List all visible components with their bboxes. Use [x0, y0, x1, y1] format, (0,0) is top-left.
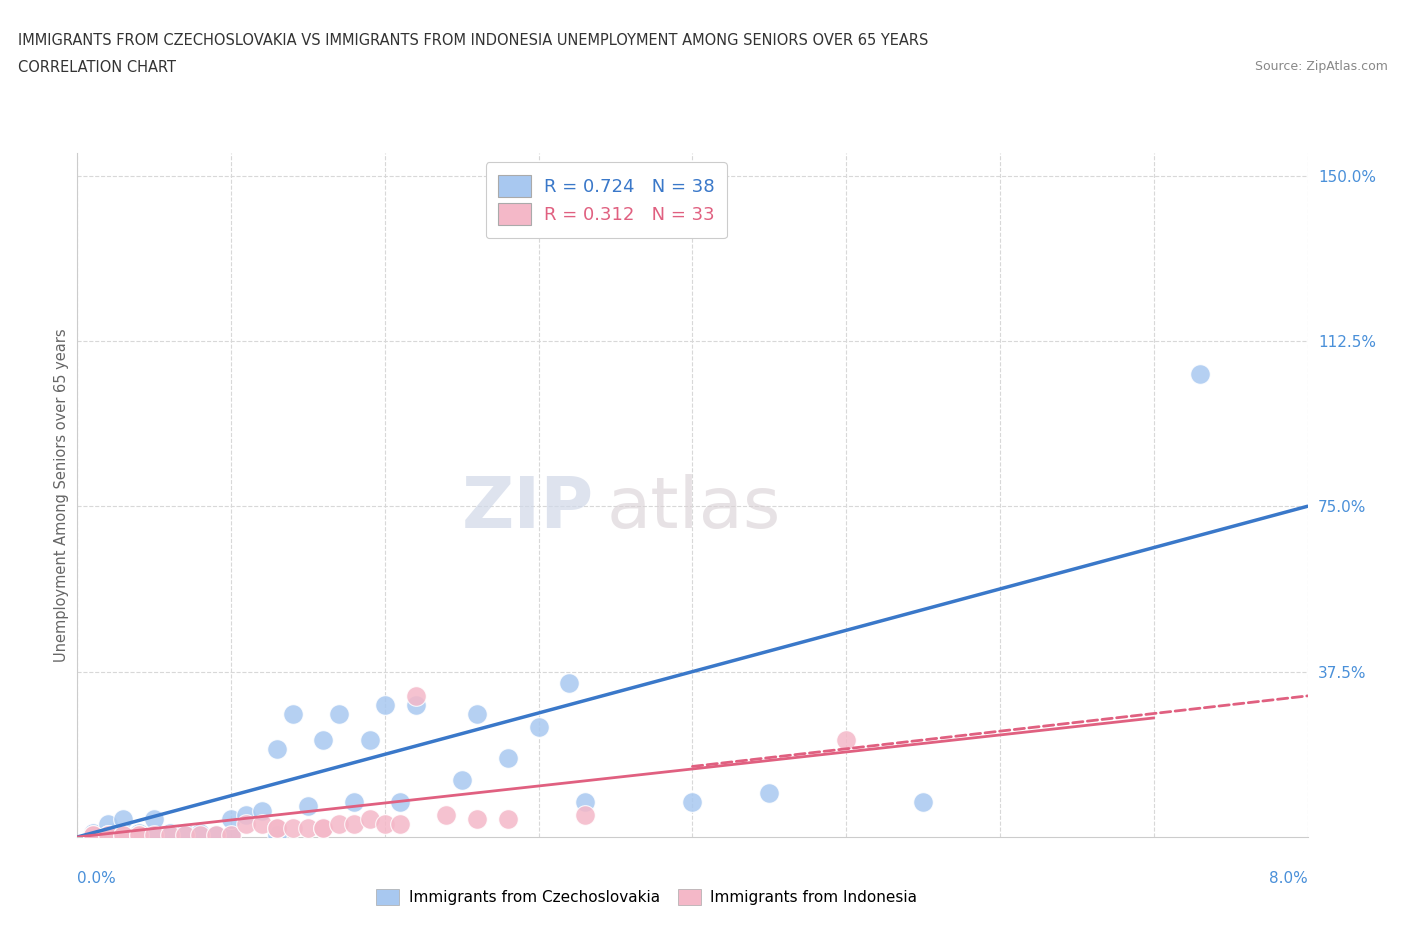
Point	[128, 828, 150, 843]
Point	[250, 817, 273, 831]
Point	[758, 786, 780, 801]
Point	[112, 828, 135, 843]
Point	[174, 825, 197, 840]
Point	[405, 688, 427, 703]
Text: IMMIGRANTS FROM CZECHOSLOVAKIA VS IMMIGRANTS FROM INDONESIA UNEMPLOYMENT AMONG S: IMMIGRANTS FROM CZECHOSLOVAKIA VS IMMIGR…	[18, 33, 928, 47]
Point	[312, 821, 335, 836]
Point	[374, 698, 396, 712]
Point	[159, 825, 181, 840]
Point	[143, 828, 166, 843]
Point	[82, 825, 104, 840]
Point	[343, 794, 366, 809]
Text: ZIP: ZIP	[461, 474, 595, 543]
Point	[266, 821, 288, 836]
Point	[328, 817, 350, 831]
Point	[297, 821, 319, 836]
Legend: R = 0.724   N = 38, R = 0.312   N = 33: R = 0.724 N = 38, R = 0.312 N = 33	[486, 163, 727, 238]
Point	[112, 812, 135, 827]
Point	[359, 733, 381, 748]
Point	[235, 807, 257, 822]
Point	[174, 828, 197, 843]
Text: CORRELATION CHART: CORRELATION CHART	[18, 60, 176, 75]
Point	[374, 817, 396, 831]
Text: 0.0%: 0.0%	[77, 871, 117, 886]
Point	[465, 706, 488, 721]
Point	[281, 821, 304, 836]
Point	[204, 828, 226, 843]
Point	[128, 825, 150, 840]
Point	[527, 719, 550, 734]
Point	[496, 751, 519, 765]
Point	[1188, 366, 1211, 381]
Point	[574, 794, 596, 809]
Point	[219, 812, 242, 827]
Point	[835, 733, 858, 748]
Point	[450, 772, 472, 787]
Text: atlas: atlas	[606, 474, 780, 543]
Point	[266, 821, 288, 836]
Y-axis label: Unemployment Among Seniors over 65 years: Unemployment Among Seniors over 65 years	[53, 328, 69, 662]
Point	[312, 821, 335, 836]
Point	[82, 828, 104, 843]
Point	[112, 828, 135, 843]
Point	[219, 828, 242, 843]
Text: 8.0%: 8.0%	[1268, 871, 1308, 886]
Point	[82, 828, 104, 843]
Point	[235, 817, 257, 831]
Point	[389, 794, 412, 809]
Point	[190, 828, 212, 843]
Point	[682, 794, 704, 809]
Point	[97, 817, 120, 831]
Point	[82, 828, 104, 843]
Point	[405, 698, 427, 712]
Point	[204, 828, 226, 843]
Point	[97, 828, 120, 843]
Point	[143, 812, 166, 827]
Point	[312, 733, 335, 748]
Point	[219, 828, 242, 843]
Point	[912, 794, 935, 809]
Point	[266, 741, 288, 756]
Point	[328, 706, 350, 721]
Point	[159, 828, 181, 843]
Point	[143, 828, 166, 843]
Point	[112, 828, 135, 843]
Point	[297, 799, 319, 814]
Point	[389, 817, 412, 831]
Text: Source: ZipAtlas.com: Source: ZipAtlas.com	[1254, 60, 1388, 73]
Point	[436, 807, 458, 822]
Point	[496, 812, 519, 827]
Point	[250, 804, 273, 818]
Point	[465, 812, 488, 827]
Point	[128, 828, 150, 843]
Point	[190, 825, 212, 840]
Point	[574, 807, 596, 822]
Point	[343, 817, 366, 831]
Point	[266, 828, 288, 843]
Point	[97, 828, 120, 843]
Point	[359, 812, 381, 827]
Legend: Immigrants from Czechoslovakia, Immigrants from Indonesia: Immigrants from Czechoslovakia, Immigran…	[370, 883, 924, 911]
Point	[281, 706, 304, 721]
Point	[558, 675, 581, 690]
Point	[97, 828, 120, 843]
